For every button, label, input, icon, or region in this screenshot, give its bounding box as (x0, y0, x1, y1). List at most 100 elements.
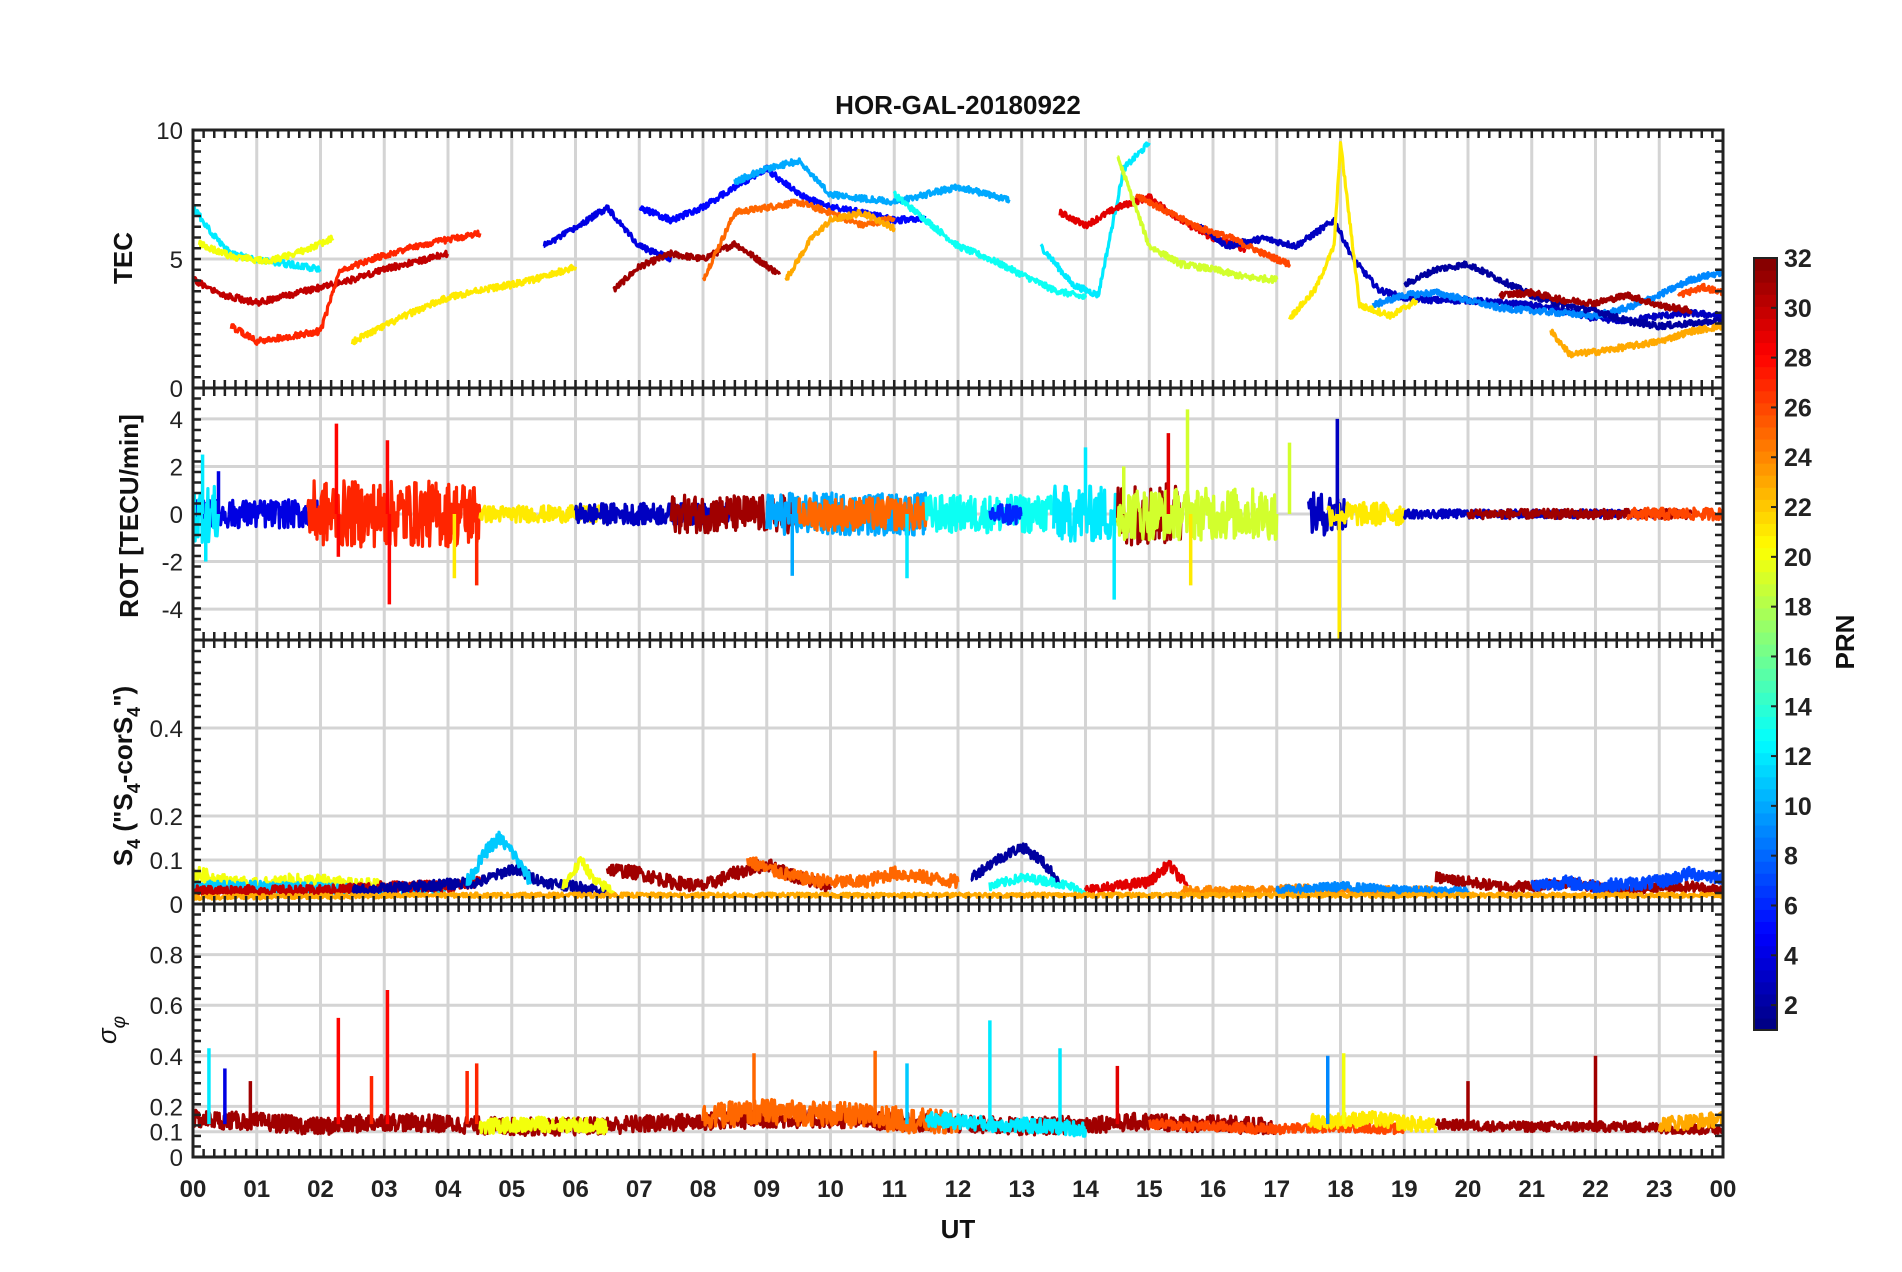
colorbar-segment (1754, 330, 1777, 344)
tec-series-prn-5 (638, 164, 928, 225)
rot-series-group (193, 409, 1723, 640)
x-tick-label: 19 (1391, 1176, 1418, 1203)
colorbar-segment (1754, 933, 1777, 947)
x-tick-label: 13 (1008, 1176, 1035, 1203)
colorbar-segment (1754, 523, 1777, 537)
x-tick-label: 08 (690, 1176, 717, 1203)
rot-minor-ticks (191, 386, 1725, 642)
sigma_phi-series-prn-23 (1657, 1110, 1723, 1133)
colorbar-tick-label: 26 (1784, 394, 1812, 422)
x-tick-label: 06 (562, 1176, 589, 1203)
colorbar-segment (1754, 402, 1777, 416)
s4-series-prn-7 (1530, 865, 1723, 895)
colorbar-segment (1754, 583, 1777, 597)
x-tick-label: 18 (1327, 1176, 1354, 1203)
colorbar-segment (1754, 704, 1777, 717)
colorbar-label: PRN (1830, 615, 1860, 670)
tec-series-prn-19 (1116, 155, 1279, 284)
x-tick-label: 03 (371, 1176, 398, 1203)
colorbar-tick-label: 16 (1784, 643, 1812, 671)
colorbar-segment (1754, 837, 1777, 850)
colorbar-segment (1754, 342, 1777, 356)
sigma_phi-y-tick-label: 0.1 (150, 1120, 183, 1147)
rot-y-tick-label: -2 (162, 550, 183, 577)
tec-ylabel: TEC (108, 232, 138, 284)
tec-y-tick-label: 0 (170, 376, 183, 403)
rot-series-prn-6 (988, 503, 1023, 526)
colorbar-segment (1754, 607, 1777, 621)
x-tick-label: 12 (945, 1176, 972, 1203)
colorbar-segment (1754, 426, 1777, 440)
rot-series-prn-27 (306, 479, 482, 549)
s4-y-tick-label: 0 (170, 892, 183, 919)
tec-series-prn-26 (1134, 193, 1292, 268)
s4-ylabel-sub1: 4 (124, 839, 144, 849)
s4-ylabel: S4 ("S4-corS4") (108, 686, 144, 866)
x-tick-label: 11 (882, 1176, 907, 1203)
s4-y-tick-label: 0.2 (150, 804, 183, 831)
colorbar-segment (1754, 644, 1777, 657)
tec-series-group (193, 141, 1723, 359)
colorbar-segment (1754, 559, 1777, 573)
chart-title: HOR-GAL-20180922 (835, 90, 1081, 120)
s4-ylabel-mid2: -corS (108, 717, 138, 783)
x-tick-label: 10 (817, 1176, 844, 1203)
sigma_phi-y-tick-label: 0.6 (150, 993, 183, 1020)
colorbar-tick-label: 30 (1784, 295, 1812, 323)
colorbar-tick-label: 8 (1784, 843, 1798, 871)
colorbar-segment (1754, 873, 1777, 886)
s4-ylabel-s: S (108, 849, 138, 866)
tec-series-prn-30 (193, 249, 450, 307)
colorbar-tick-label: 32 (1784, 245, 1812, 273)
colorbar-segment (1754, 788, 1777, 802)
colorbar-segment (1754, 366, 1777, 380)
colorbar-segment (1754, 414, 1777, 428)
colorbar-segment (1754, 451, 1777, 464)
sigma_phi-series-prn-21 (1307, 1109, 1438, 1134)
colorbar-tick-label: 20 (1784, 544, 1812, 572)
rot-series-prn-3 (573, 501, 737, 527)
s4-series-prn-25 (746, 856, 960, 890)
sigma-phi-ylabel-sigma: σ (92, 1027, 122, 1044)
tec-series-prn-4 (542, 204, 673, 263)
rot-y-tick-label: 2 (170, 454, 183, 481)
s4-series-prn-2 (969, 842, 1062, 886)
tec-panel: 10 5 0 (156, 118, 1725, 403)
sigma-phi-panel: 0.8 0.6 0.4 0.20.10 (150, 902, 1725, 1172)
sigma_phi-minor-ticks (191, 902, 1725, 1159)
prn-colorbar: 32 30 28 26 24 22 20 18 16 14 12 10 8 6 4 2 (1753, 245, 1812, 1031)
sigma_phi-series-prn-12 (924, 1110, 1088, 1138)
tec-series-prn-9 (1371, 268, 1723, 320)
tec-series-prn-31 (612, 240, 782, 293)
colorbar-segment (1754, 270, 1777, 283)
s4-series-prn-2 (351, 863, 609, 897)
colorbar-segment (1754, 656, 1777, 669)
colorbar-segment (1754, 885, 1777, 898)
rot-series-prn-19 (1115, 486, 1279, 542)
s4-series-prn-9 (1275, 880, 1470, 897)
sigma_phi-y-tick-label: 0.2 (150, 1094, 183, 1121)
colorbar-segment (1754, 957, 1777, 971)
tec-series-prn-21 (1288, 141, 1419, 321)
x-tick-label: 23 (1646, 1176, 1673, 1203)
tec-series-prn-21 (350, 263, 578, 346)
colorbar-segment (1754, 921, 1777, 935)
sigma_phi-series-prn-31 (1434, 1117, 1723, 1136)
s4-y-tick-label: 0.1 (150, 848, 183, 875)
colorbar-segment (1754, 981, 1777, 995)
colorbar-segment (1754, 571, 1777, 585)
rot-y-tick-label: 0 (170, 502, 183, 529)
colorbar-segment (1754, 909, 1777, 923)
rot-series-prn-26 (1626, 506, 1723, 522)
s4-series-prn-29 (1083, 859, 1189, 896)
sigma_phi-series-prn-20 (478, 1115, 609, 1136)
tec-series-prn-23 (1549, 322, 1723, 359)
colorbar-segment (1754, 487, 1777, 500)
s4-ylabel-sub3: 4 (124, 707, 144, 717)
x-tick-label: 01 (243, 1176, 270, 1203)
tec-series-prn-31 (1498, 288, 1693, 315)
colorbar-segment (1754, 499, 1777, 512)
s4-ylabel-sub2: 4 (124, 783, 144, 793)
sigma_phi-y-tick-label: 0 (170, 1145, 183, 1172)
colorbar-segment (1754, 306, 1777, 319)
